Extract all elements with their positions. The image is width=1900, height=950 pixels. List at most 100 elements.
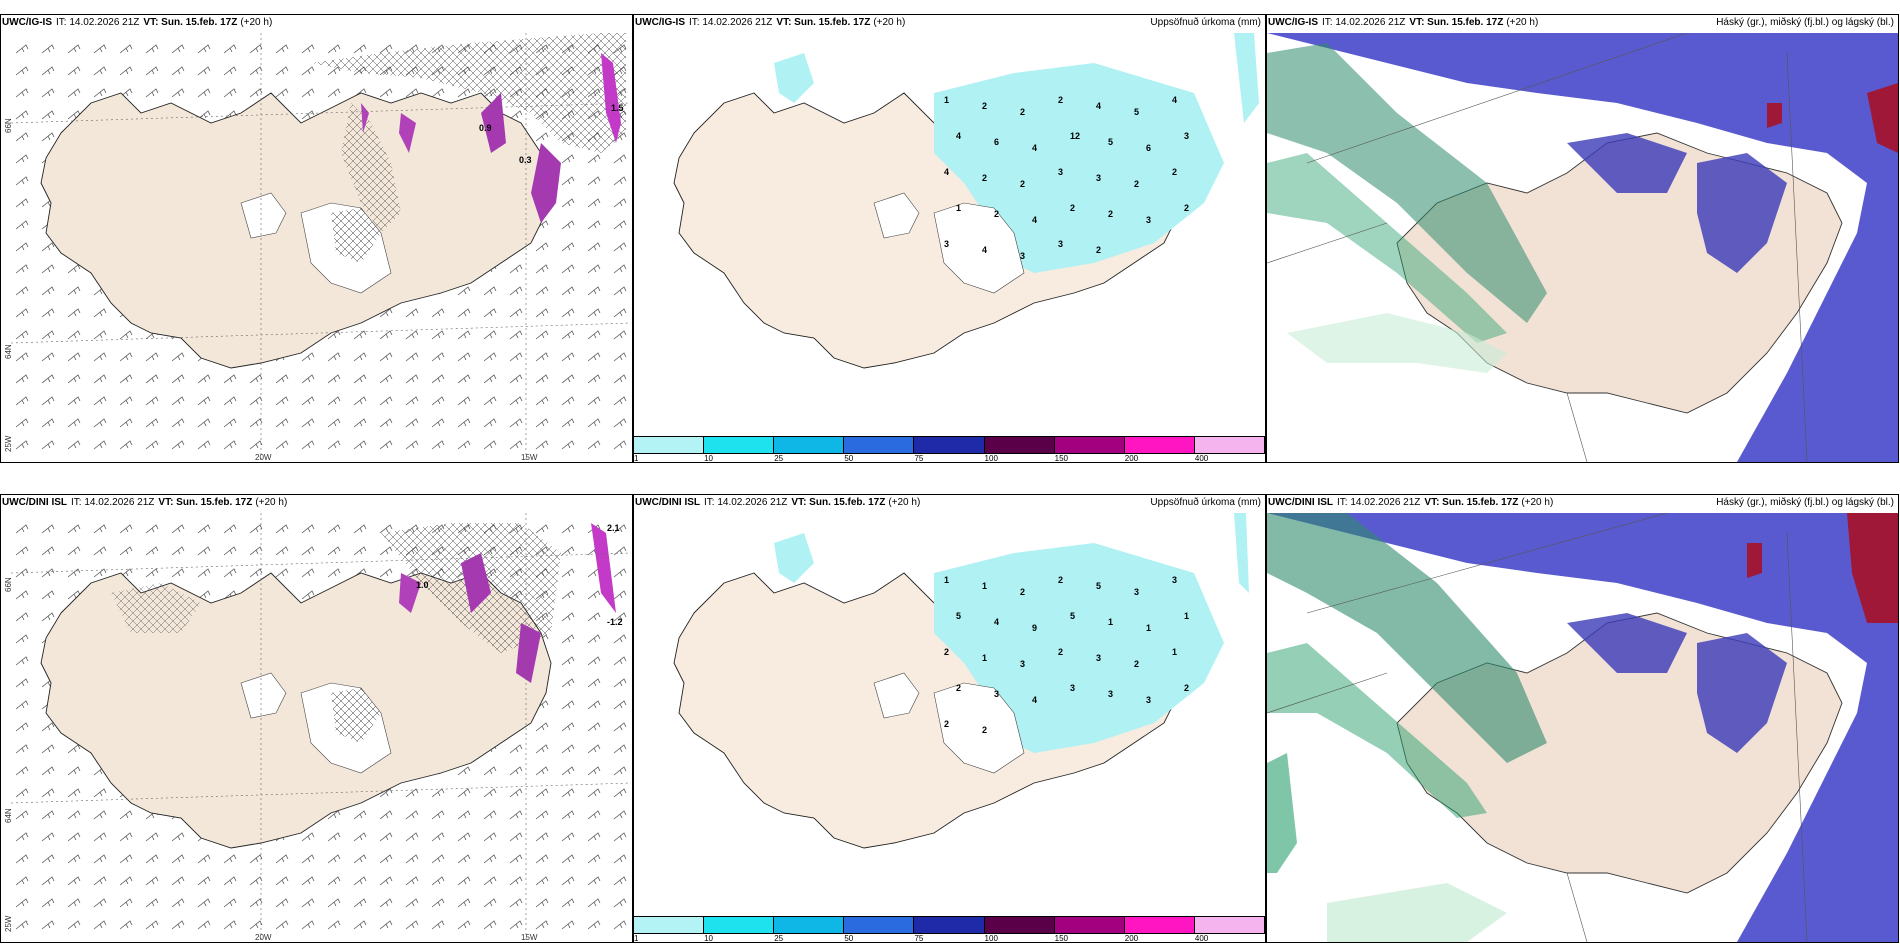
panel-title: UWC/IG-IS IT: 14.02.2026 21Z VT: Sun. 15… bbox=[634, 17, 1261, 31]
panel-top-right: UWC/IG-IS IT: 14.02.2026 21Z VT: Sun. 15… bbox=[1266, 14, 1899, 463]
lon-label-15: 15W bbox=[521, 453, 538, 462]
wind-barb bbox=[41, 898, 55, 908]
wind-barb bbox=[405, 898, 419, 908]
wind-barb bbox=[119, 88, 133, 98]
colorbar-tick: 25 bbox=[774, 934, 784, 943]
wind-barb bbox=[41, 744, 55, 754]
precip-value: 4 bbox=[1096, 101, 1101, 111]
wind-barb bbox=[15, 590, 29, 600]
wind-barb bbox=[249, 374, 263, 384]
colorbar-tick: 200 bbox=[1124, 934, 1139, 943]
wind-barb bbox=[327, 568, 341, 578]
wind-barb bbox=[15, 154, 29, 164]
wind-barb bbox=[145, 920, 159, 930]
lead-time: (+20 h) bbox=[240, 17, 273, 28]
precip-value: 2 bbox=[1070, 203, 1075, 213]
wind-barb bbox=[535, 524, 549, 534]
wind-barb bbox=[405, 396, 419, 406]
wind-barb bbox=[119, 352, 133, 362]
wind-barb bbox=[457, 788, 471, 798]
wind-barb bbox=[613, 154, 627, 164]
wind-barb bbox=[275, 524, 289, 534]
precip-value: 1 bbox=[1146, 623, 1151, 633]
colorbar-swatch bbox=[1054, 917, 1125, 933]
wind-barb bbox=[41, 110, 55, 120]
wind-barb bbox=[327, 374, 341, 384]
valid-time: VT: Sun. 15.feb. 17Z bbox=[1424, 497, 1519, 508]
colorbar-tick: 200 bbox=[1124, 454, 1139, 463]
precip-value: 5 bbox=[1096, 581, 1101, 591]
wind-barb bbox=[67, 110, 81, 120]
wind-barb bbox=[119, 44, 133, 54]
wind-barb bbox=[197, 66, 211, 76]
wind-barb bbox=[561, 524, 575, 534]
wind-barb bbox=[145, 418, 159, 428]
precip-value: 2 bbox=[1020, 107, 1025, 117]
wind-barb bbox=[483, 876, 497, 886]
wind-barb bbox=[67, 546, 81, 556]
wind-barb bbox=[119, 854, 133, 864]
wind-barb bbox=[15, 546, 29, 556]
wind-barb bbox=[93, 66, 107, 76]
wind-barb bbox=[301, 418, 315, 428]
colorbar-swatch bbox=[774, 917, 845, 933]
wind-barb bbox=[483, 920, 497, 930]
wind-barb bbox=[301, 88, 315, 98]
temp-label: 1.0 bbox=[416, 580, 429, 590]
panel-top-left: UWC/IG-IS IT: 14.02.2026 21Z VT: Sun. 15… bbox=[0, 14, 633, 463]
precip-value: 3 bbox=[1096, 653, 1101, 663]
wind-barb bbox=[561, 788, 575, 798]
wind-barb bbox=[431, 898, 445, 908]
wind-barb bbox=[275, 546, 289, 556]
wind-barb bbox=[93, 374, 107, 384]
wind-barb bbox=[67, 766, 81, 776]
wind-barb bbox=[301, 876, 315, 886]
precip-value: 4 bbox=[982, 245, 987, 255]
temp-label: 2.1 bbox=[607, 523, 620, 533]
wind-barb bbox=[67, 66, 81, 76]
lat-label-66: 66N bbox=[4, 577, 13, 592]
wind-barb bbox=[15, 418, 29, 428]
precip-value: 1 bbox=[1184, 611, 1189, 621]
precip-value: 6 bbox=[994, 137, 999, 147]
wind-barb bbox=[353, 374, 367, 384]
wind-barb bbox=[509, 308, 523, 318]
wind-barb bbox=[15, 920, 29, 930]
wind-barb bbox=[353, 920, 367, 930]
wind-barb bbox=[483, 396, 497, 406]
precip-value: 3 bbox=[1058, 239, 1063, 249]
wind-barb bbox=[535, 854, 549, 864]
wind-barb bbox=[301, 854, 315, 864]
init-time: IT: 14.02.2026 21Z bbox=[1337, 497, 1421, 508]
wind-barb bbox=[587, 374, 601, 384]
wind-barb bbox=[301, 590, 315, 600]
precip-value: 1 bbox=[944, 575, 949, 585]
wind-barb bbox=[15, 612, 29, 622]
wind-barb bbox=[613, 920, 627, 930]
wind-barb bbox=[613, 876, 627, 886]
wind-barb bbox=[613, 722, 627, 732]
wind-barb bbox=[67, 810, 81, 820]
lead-time: (+20 h) bbox=[888, 497, 921, 508]
wind-barb bbox=[171, 876, 185, 886]
wind-barb bbox=[197, 546, 211, 556]
wind-barb bbox=[561, 568, 575, 578]
wind-barb bbox=[223, 374, 237, 384]
wind-barb bbox=[457, 352, 471, 362]
precip-value: 4 bbox=[1032, 143, 1037, 153]
wind-barb bbox=[145, 440, 159, 450]
colorbar-tick: 50 bbox=[844, 934, 854, 943]
colorbar-tick: 100 bbox=[984, 934, 998, 943]
precip-value: 4 bbox=[944, 167, 949, 177]
wind-barb bbox=[587, 176, 601, 186]
wind-barb bbox=[171, 88, 185, 98]
colorbar-tick: 10 bbox=[704, 454, 714, 463]
panel-bottom-right: UWC/DINI ISL IT: 14.02.2026 21Z VT: Sun.… bbox=[1266, 494, 1899, 943]
init-time: IT: 14.02.2026 21Z bbox=[704, 497, 788, 508]
wind-barb bbox=[379, 418, 393, 428]
wind-barb bbox=[119, 396, 133, 406]
wind-barb bbox=[587, 418, 601, 428]
precip-value: 2 bbox=[1184, 683, 1189, 693]
precip-value: 2 bbox=[1058, 647, 1063, 657]
wind-barb bbox=[587, 898, 601, 908]
